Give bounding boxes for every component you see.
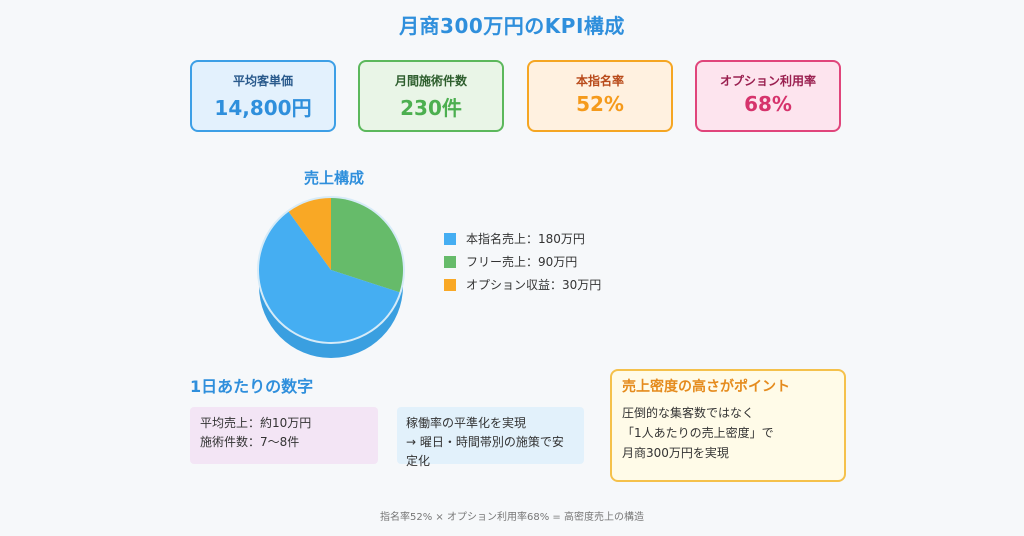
- kpi-value: 52%: [576, 92, 624, 116]
- kpi-label: 本指名率: [575, 74, 624, 88]
- kpi-value: 230件: [400, 96, 462, 120]
- kpi-label: 平均客単価: [232, 74, 293, 88]
- footer-note: 指名率52% × オプション利用率68% = 高密度売上の構造: [380, 512, 644, 523]
- pie-slice-free: [331, 198, 403, 293]
- kpi-card-nomination-rate: 本指名率 52%: [527, 60, 673, 132]
- point-title: 売上密度の高さがポイント: [622, 379, 790, 395]
- chart-legend: 本指名売上：180万円 フリー売上：90万円 オプション収益：30万円: [444, 227, 601, 296]
- operation-line-1: 稼働率の平準化を実現: [406, 416, 527, 430]
- operation-box: 稼働率の平準化を実現 → 曜日・時間帯別の施策で安定化: [397, 407, 584, 468]
- daily-section-title: 1日あたりの数字: [190, 377, 314, 396]
- point-line-1: 圧倒的な集客数ではなく: [622, 406, 755, 420]
- sales-pie-chart: [257, 196, 405, 358]
- kpi-label: 月間施術件数: [394, 74, 467, 88]
- chart-title: 売上構成: [304, 169, 365, 187]
- legend-item-free: フリー売上：90万円: [444, 250, 601, 273]
- kpi-value: 68%: [744, 92, 792, 116]
- point-line-3: 月商300万円を実現: [622, 446, 729, 460]
- kpi-label: オプション利用率: [719, 74, 816, 88]
- legend-item-nomination: 本指名売上：180万円: [444, 227, 601, 250]
- legend-swatch: [444, 255, 456, 268]
- kpi-card-option-rate: オプション利用率 68%: [695, 60, 841, 132]
- legend-label: フリー売上：90万円: [466, 255, 578, 269]
- operation-line-2: → 曜日・時間帯別の施策で安定化: [406, 435, 564, 468]
- legend-swatch: [444, 278, 456, 291]
- daily-figures-box: 平均売上：約10万円 施術件数：7〜8件: [190, 407, 378, 464]
- legend-label: オプション収益：30万円: [466, 278, 602, 292]
- kpi-card-monthly-treatments: 月間施術件数 230件: [358, 60, 504, 132]
- page-title: 月商300万円のKPI構成: [399, 14, 625, 38]
- daily-treatments: 施術件数：7〜8件: [200, 435, 300, 449]
- kpi-value: 14,800円: [214, 96, 312, 120]
- legend-swatch: [444, 232, 456, 245]
- daily-avg-sales: 平均売上：約10万円: [200, 416, 312, 430]
- pie-slice-option: [288, 198, 331, 270]
- legend-item-option: オプション収益：30万円: [444, 273, 601, 296]
- legend-label: 本指名売上：180万円: [466, 232, 585, 246]
- point-line-2: 「1人あたりの売上密度」で: [622, 426, 774, 440]
- point-callout: 売上密度の高さがポイント 圧倒的な集客数ではなく 「1人あたりの売上密度」で 月…: [610, 369, 846, 482]
- pie-slice-nomination: [259, 211, 400, 342]
- kpi-card-avg-price: 平均客単価 14,800円: [190, 60, 336, 132]
